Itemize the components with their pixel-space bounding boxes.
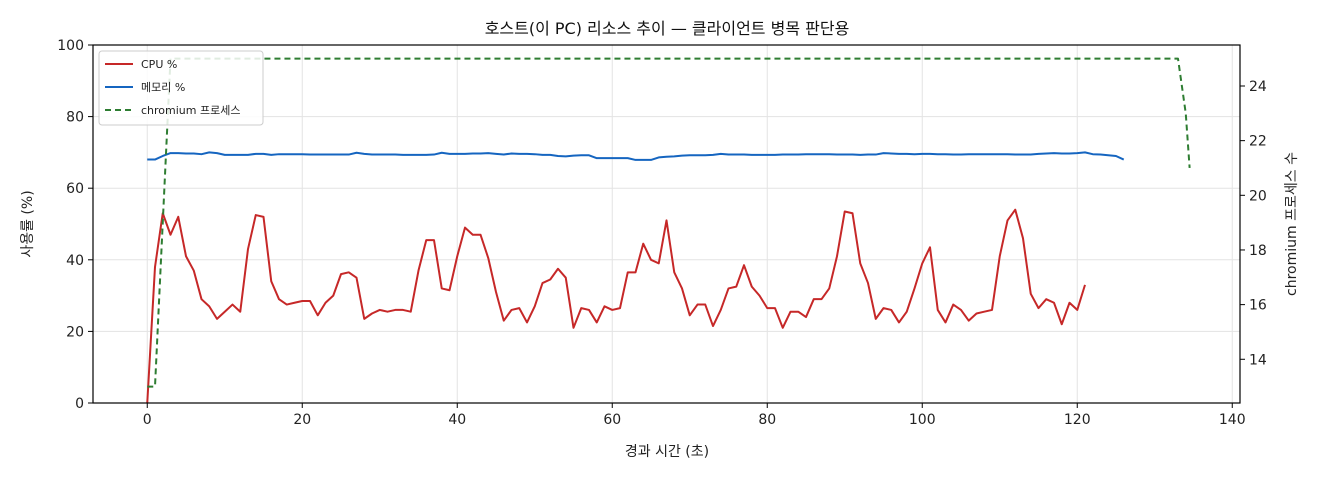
chart-title: 호스트(이 PC) 리소스 추이 — 클라이언트 병목 판단용 bbox=[485, 19, 850, 38]
x-tick-label: 20 bbox=[293, 412, 311, 428]
x-tick-label: 100 bbox=[909, 412, 936, 428]
x-tick-label: 120 bbox=[1064, 412, 1091, 428]
y-tick-label: 80 bbox=[66, 110, 84, 126]
y2-tick-label: 24 bbox=[1249, 79, 1267, 95]
y-tick-label: 20 bbox=[66, 324, 84, 340]
x-tick-label: 40 bbox=[448, 412, 466, 428]
x-tick-label: 140 bbox=[1219, 412, 1246, 428]
legend-label-chromium: chromium 프로세스 bbox=[141, 104, 240, 117]
x-axis-title: 경과 시간 (초) bbox=[625, 444, 709, 460]
legend: CPU % 메모리 % chromium 프로세스 bbox=[98, 50, 264, 126]
y-axis-title: 사용률 (%) bbox=[20, 190, 36, 257]
memory-series-line bbox=[147, 151, 1125, 161]
plot-frame bbox=[92, 44, 1241, 404]
x-tick-label: 0 bbox=[143, 412, 152, 428]
y2-tick-label: 18 bbox=[1249, 243, 1267, 259]
x-tick-label: 60 bbox=[603, 412, 621, 428]
y2-tick-label: 22 bbox=[1249, 134, 1267, 150]
chromium-series-line bbox=[147, 57, 1191, 388]
series-layer bbox=[146, 57, 1191, 404]
x-tick-label: 80 bbox=[758, 412, 776, 428]
y2-tick-label: 14 bbox=[1249, 352, 1267, 368]
y-tick-label: 60 bbox=[66, 181, 84, 197]
y-tick-label: 40 bbox=[66, 253, 84, 269]
cpu-series-line bbox=[146, 208, 1086, 404]
legend-box bbox=[98, 50, 264, 126]
axis-layer: 0 20 40 60 80 100 120 140 0 20 40 60 80 100 14 16 18 20 22… bbox=[57, 38, 1267, 428]
y-tick-label: 0 bbox=[75, 396, 84, 412]
y2-tick-label: 16 bbox=[1249, 298, 1267, 314]
legend-label-cpu: CPU % bbox=[141, 58, 177, 71]
y-tick-label: 100 bbox=[57, 38, 84, 54]
y2-axis-title: chromium 프로세스 수 bbox=[1284, 152, 1300, 296]
y2-tick-label: 20 bbox=[1249, 188, 1267, 204]
legend-label-memory: 메모리 % bbox=[141, 81, 185, 94]
